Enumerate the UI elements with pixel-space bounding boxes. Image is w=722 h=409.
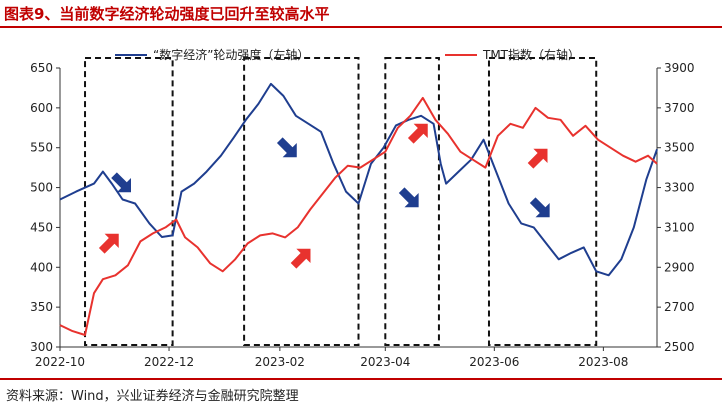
highlight-box xyxy=(84,57,174,346)
legend-label: TMT指数（右轴） xyxy=(482,47,580,62)
y-right-tick-label: 3500 xyxy=(664,141,695,155)
y-left-tick-label: 300 xyxy=(30,340,53,354)
y-left-tick-label: 600 xyxy=(30,101,53,115)
x-tick-label: 2022-10 xyxy=(35,355,85,369)
legend-label: “数字经济”轮动强度（左轴） xyxy=(153,47,309,62)
y-left-tick-label: 450 xyxy=(30,220,53,234)
x-tick-label: 2023-08 xyxy=(578,355,628,369)
y-right-tick-label: 3100 xyxy=(664,220,695,234)
y-left-tick-label: 400 xyxy=(30,260,53,274)
series-line-digital-economy xyxy=(59,82,658,277)
y-left-tick-label: 650 xyxy=(30,61,53,75)
y-right-tick-label: 2500 xyxy=(664,340,695,354)
series-line-tmt-index xyxy=(59,96,658,336)
source-note: 资料来源：Wind，兴业证券经济与金融研究院整理 xyxy=(6,389,299,404)
y-right-tick-label: 3900 xyxy=(664,61,695,75)
x-tick-label: 2022-12 xyxy=(144,355,194,369)
highlight-boxes xyxy=(84,57,598,346)
y-right-tick-label: 2700 xyxy=(664,300,695,314)
trend-up-arrow xyxy=(290,248,311,269)
chart-canvas: 300 350 400 450 500 550 600 650 2500 2700 2900 3100… xyxy=(30,47,694,369)
chart-title: 图表9、当前数字经济轮动强度已回升至较高水平 xyxy=(4,5,330,23)
legend: “数字经济”轮动强度（左轴） TMT指数（右轴） xyxy=(115,47,580,62)
x-tick-label: 2023-06 xyxy=(469,355,519,369)
y-right-tick-label: 3700 xyxy=(664,101,695,115)
trend-down-arrow xyxy=(276,137,297,158)
trend-up-arrow xyxy=(407,123,428,144)
trend-arrows xyxy=(98,123,550,269)
title-bar: 图表9、当前数字经济轮动强度已回升至较高水平 xyxy=(0,0,722,28)
series-lines xyxy=(59,82,658,336)
highlight-box xyxy=(487,57,598,346)
y-right-tick-label: 2900 xyxy=(664,260,695,274)
x-tick-label: 2023-02 xyxy=(255,355,305,369)
y-left-tick-label: 550 xyxy=(30,141,53,155)
axes: 300 350 400 450 500 550 600 650 2500 2700 2900 3100… xyxy=(30,61,694,369)
y-left-tick-label: 350 xyxy=(30,300,53,314)
y-left-tick-label: 500 xyxy=(30,181,53,195)
y-right-tick-label: 3300 xyxy=(664,181,695,195)
source-bar: 资料来源：Wind，兴业证券经济与金融研究院整理 xyxy=(0,378,722,409)
trend-up-arrow xyxy=(98,233,119,254)
trend-down-arrow xyxy=(529,197,550,218)
trend-down-arrow xyxy=(398,187,419,208)
x-tick-label: 2023-04 xyxy=(360,355,410,369)
trend-up-arrow xyxy=(527,148,548,169)
trend-down-arrow xyxy=(111,172,132,193)
